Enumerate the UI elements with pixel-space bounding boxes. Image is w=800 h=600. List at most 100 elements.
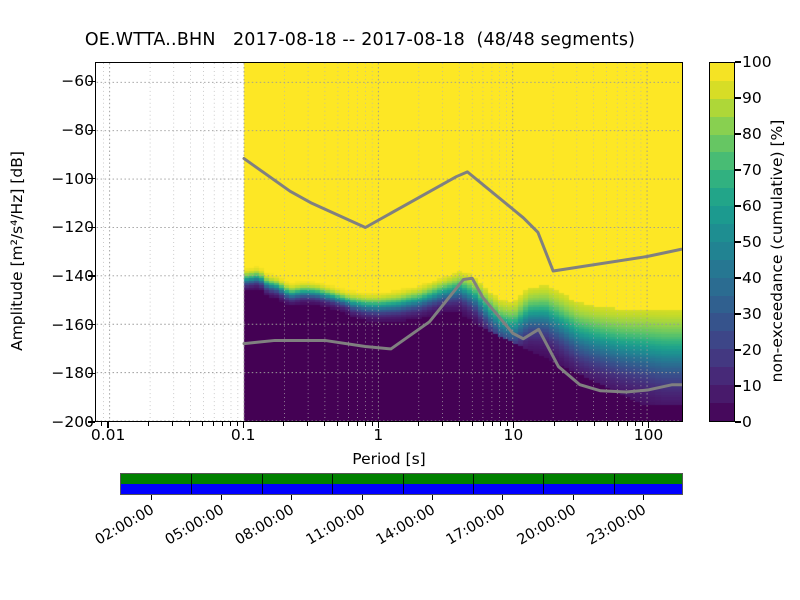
ppsd-axes — [95, 62, 683, 422]
x-tick-label: 0.01 — [90, 426, 126, 444]
time-tick-label: 20:00:00 — [514, 502, 579, 549]
x-minor-tick-mark — [236, 422, 238, 426]
x-minor-tick-mark — [499, 422, 501, 426]
x-minor-tick-mark — [627, 422, 629, 426]
x-minor-tick-mark — [442, 422, 444, 426]
y-tick-label: −60 — [61, 72, 94, 91]
x-tick-label: 1 — [373, 426, 384, 444]
time-tick-label: 14:00:00 — [373, 502, 439, 549]
time-tick-mark — [502, 495, 504, 500]
colorbar-segment — [710, 116, 734, 135]
colorbar-segment — [710, 188, 734, 207]
x-minor-tick-mark — [418, 422, 420, 426]
x-minor-tick-mark — [347, 422, 349, 426]
x-tick-label: 0.1 — [230, 426, 256, 444]
colorbar-tick-label: 20 — [742, 341, 762, 359]
x-minor-tick-mark — [283, 422, 285, 426]
colorbar-segment — [710, 80, 734, 99]
y-tick-mark — [88, 129, 95, 131]
x-minor-tick-mark — [371, 422, 373, 426]
x-minor-tick-mark — [221, 422, 223, 426]
time-tick-label: 08:00:00 — [232, 502, 298, 549]
time-tick-mark — [291, 495, 293, 500]
coverage-divider — [472, 474, 474, 494]
colorbar-tick-mark — [735, 349, 741, 351]
y-tick-label: −160 — [51, 315, 94, 334]
y-tick-mark — [88, 372, 95, 374]
colorbar-segment — [710, 313, 734, 332]
coverage-divider — [261, 474, 263, 494]
y-tick-label: −180 — [51, 364, 94, 383]
colorbar-segment — [710, 259, 734, 278]
y-tick-label: −120 — [51, 218, 94, 237]
x-minor-tick-mark — [172, 422, 174, 426]
y-tick-mark — [88, 275, 95, 277]
coverage-divider — [402, 474, 404, 494]
coverage-divider — [543, 474, 545, 494]
ppsd-histogram — [96, 63, 682, 421]
time-tick-label: 02:00:00 — [92, 502, 157, 549]
coverage-divider — [191, 474, 193, 494]
x-minor-tick-mark — [634, 422, 636, 426]
time-tick-mark — [432, 495, 434, 500]
colorbar-tick-mark — [735, 205, 741, 207]
coverage-divider — [332, 474, 334, 494]
x-minor-tick-mark — [459, 422, 461, 426]
x-minor-tick-mark — [491, 422, 493, 426]
colorbar-tick-label: 80 — [742, 125, 762, 143]
colorbar-segment — [710, 331, 734, 350]
x-tick-label: 100 — [633, 426, 664, 444]
colorbar-segment — [710, 241, 734, 260]
x-tick-mark — [377, 422, 379, 428]
x-minor-tick-mark — [577, 422, 579, 426]
time-tick-mark — [643, 495, 645, 500]
colorbar-tick-mark — [735, 97, 741, 99]
x-tick-mark — [647, 422, 650, 428]
x-minor-tick-mark — [472, 422, 474, 426]
colorbar-tick-label: 100 — [742, 53, 772, 71]
colorbar-tick-mark — [735, 385, 741, 387]
time-tick-label: 23:00:00 — [584, 502, 650, 549]
x-tick-mark — [242, 422, 244, 428]
colorbar-segment — [710, 277, 734, 296]
colorbar-tick-label: 0 — [742, 413, 752, 431]
colorbar-tick-label: 60 — [742, 197, 762, 215]
colorbar-tick-label: 50 — [742, 233, 762, 251]
nhnm-curve — [242, 157, 682, 273]
colorbar-tick-mark — [735, 133, 741, 135]
x-tick-label: 10 — [503, 426, 524, 444]
colorbar-tick-label: 10 — [742, 377, 762, 395]
time-tick-mark — [572, 495, 574, 500]
coverage-band-blue — [121, 484, 682, 494]
coverage-divider — [613, 474, 615, 494]
colorbar-tick-mark — [735, 421, 741, 423]
colorbar-segment — [710, 152, 734, 171]
colorbar-segment — [710, 385, 734, 403]
y-tick-label: −140 — [51, 267, 94, 286]
x-minor-tick-mark — [641, 422, 643, 426]
x-minor-tick-mark — [594, 422, 596, 426]
y-tick-mark — [88, 324, 95, 326]
y-tick-label: −200 — [51, 413, 94, 431]
x-minor-tick-mark — [101, 422, 103, 426]
x-minor-tick-mark — [337, 422, 339, 426]
noise-model-curves — [242, 157, 682, 394]
colorbar-tick-label: 90 — [742, 89, 762, 107]
time-tick-label: 05:00:00 — [162, 502, 227, 549]
colorbar-segment — [710, 170, 734, 189]
x-minor-tick-mark — [307, 422, 309, 426]
time-tick-mark — [361, 495, 363, 500]
y-tick-label: −80 — [61, 121, 94, 140]
time-tick-label: 17:00:00 — [444, 502, 509, 549]
time-tick-mark — [220, 495, 222, 500]
x-minor-tick-mark — [607, 422, 609, 426]
colorbar-label: non-exceedance (cumulative) [%] — [768, 119, 786, 383]
x-minor-tick-mark — [553, 422, 555, 426]
colorbar-segment — [710, 98, 734, 117]
x-minor-tick-mark — [364, 422, 366, 426]
x-minor-tick-mark — [618, 422, 620, 426]
y-tick-mark — [88, 178, 95, 180]
y-tick-mark — [88, 421, 95, 423]
y-tick-mark — [88, 80, 95, 83]
